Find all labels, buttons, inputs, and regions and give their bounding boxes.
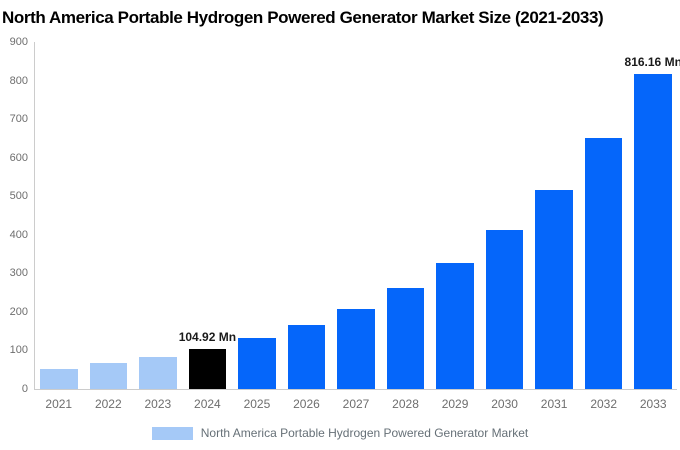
x-axis-label-2026: 2026 bbox=[293, 397, 320, 411]
x-axis-label-2025: 2025 bbox=[243, 397, 271, 411]
x-axis-label-2028: 2028 bbox=[392, 397, 419, 411]
y-axis-tick-label: 600 bbox=[9, 151, 28, 164]
legend-swatch bbox=[151, 426, 193, 440]
bar-value-label-2024: 104.92 Mn bbox=[178, 329, 237, 344]
bar-2026 bbox=[287, 325, 326, 389]
y-axis-tick-label: 100 bbox=[9, 344, 28, 357]
y-axis-tick-label: 200 bbox=[9, 305, 28, 318]
y-axis-tick-label: 700 bbox=[9, 113, 28, 126]
x-axis-label-2029: 2029 bbox=[441, 397, 469, 411]
bar-2023 bbox=[139, 356, 177, 389]
bar-2032 bbox=[584, 138, 623, 389]
x-axis-label-2032: 2032 bbox=[590, 397, 618, 411]
x-axis-label-2024: 2024 bbox=[194, 397, 221, 411]
y-axis-tick-label: 300 bbox=[9, 267, 28, 280]
y-axis-tick-label: 900 bbox=[9, 36, 28, 48]
bar-2024 bbox=[188, 348, 227, 389]
x-axis-label-2030: 2030 bbox=[491, 397, 518, 411]
y-axis-tick-label: 400 bbox=[9, 228, 28, 241]
x-axis-label-2021: 2021 bbox=[45, 397, 73, 411]
x-axis-label-2031: 2031 bbox=[540, 397, 568, 411]
legend: North America Portable Hydrogen Powered … bbox=[0, 426, 680, 440]
x-axis-line bbox=[34, 389, 677, 390]
bar-2027 bbox=[337, 308, 375, 389]
x-axis-label-2022: 2022 bbox=[94, 397, 122, 411]
legend-label: North America Portable Hydrogen Powered … bbox=[200, 426, 529, 440]
bar-value-label-2033: 816.16 Mn bbox=[624, 55, 680, 70]
bar-2022 bbox=[89, 363, 128, 389]
x-axis-label-2023: 2023 bbox=[144, 397, 172, 411]
y-axis-tick-label: 800 bbox=[9, 74, 28, 87]
bar-2033 bbox=[634, 74, 672, 389]
x-axis-label-2033: 2033 bbox=[639, 397, 667, 411]
x-axis-label-2027: 2027 bbox=[342, 397, 370, 411]
bar-2028 bbox=[386, 288, 425, 389]
bar-2021 bbox=[40, 368, 78, 389]
bar-2025 bbox=[238, 338, 276, 389]
y-axis-tick-label: 0 bbox=[21, 383, 28, 395]
bar-2030 bbox=[485, 230, 524, 389]
chart-title: North America Portable Hydrogen Powered … bbox=[2, 8, 604, 27]
bar-2029 bbox=[436, 262, 474, 389]
bar-2031 bbox=[535, 189, 573, 389]
y-axis-line bbox=[34, 42, 35, 389]
plot-area: 104.92 Mn 816.16 Mn bbox=[34, 42, 680, 389]
y-axis-tick-label: 500 bbox=[9, 190, 28, 203]
